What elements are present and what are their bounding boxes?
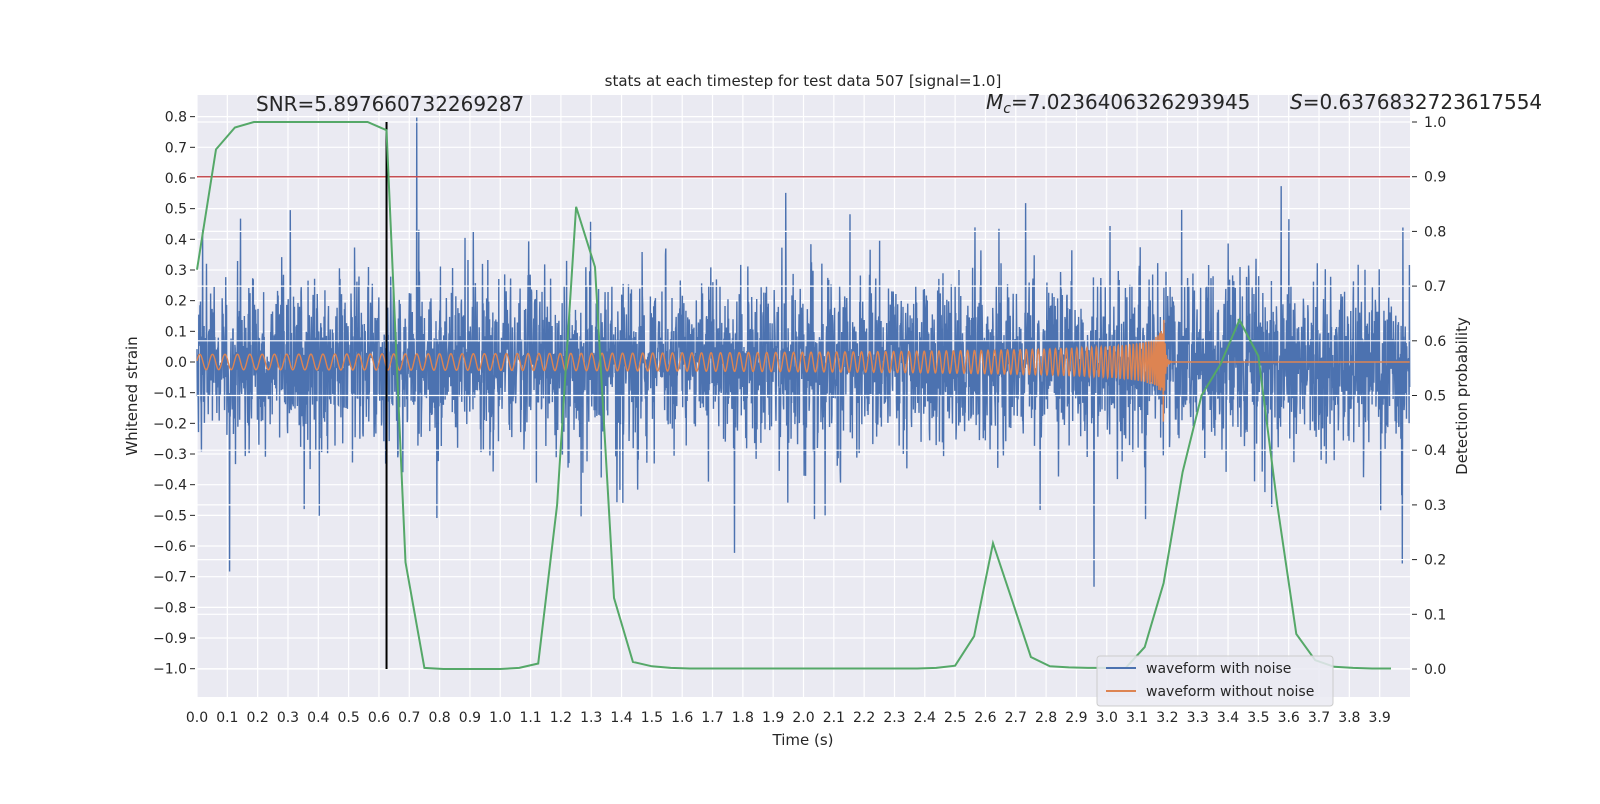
x-tick-label: 3.6 bbox=[1278, 710, 1300, 726]
y-tick-label: 0.5 bbox=[165, 202, 187, 218]
y-tick-label: 0.8 bbox=[165, 110, 187, 126]
x-tick-label: 2.3 bbox=[883, 710, 905, 726]
y-tick-label: −0.7 bbox=[153, 570, 187, 586]
x-tick-label: 2.9 bbox=[1065, 710, 1087, 726]
x-tick-label: 2.0 bbox=[792, 710, 814, 726]
y-tick-label: 0.2 bbox=[165, 294, 187, 310]
x-tick-label: 0.1 bbox=[216, 710, 238, 726]
y-right-tick-label: 0.4 bbox=[1424, 443, 1446, 459]
legend: waveform with noise waveform without noi… bbox=[1096, 655, 1334, 707]
x-tick-label: 1.8 bbox=[732, 710, 754, 726]
x-tick-label: 3.7 bbox=[1308, 710, 1330, 726]
y-axis-right-label: Detection probability bbox=[1453, 317, 1471, 475]
y-tick-label: 0.4 bbox=[165, 232, 187, 248]
x-tick-label: 1.4 bbox=[610, 710, 632, 726]
y-right-tick-label: 0.8 bbox=[1424, 224, 1446, 240]
x-tick-label: 3.8 bbox=[1338, 710, 1360, 726]
x-tick-label: 2.8 bbox=[1035, 710, 1057, 726]
chirp-mass-annotation: Mc=7.0236406326293945 bbox=[986, 90, 1250, 117]
chart-title: stats at each timestep for test data 507… bbox=[605, 72, 1002, 90]
y-tick-label: −0.6 bbox=[153, 539, 187, 555]
x-tick-label: 0.2 bbox=[247, 710, 269, 726]
y-tick-label: 0.7 bbox=[165, 140, 187, 156]
y-tick-label: −0.4 bbox=[153, 478, 187, 494]
y-right-tick-label: 1.0 bbox=[1424, 115, 1446, 131]
y-tick-label: −1.0 bbox=[153, 662, 187, 678]
x-tick-label: 1.3 bbox=[580, 710, 602, 726]
y-right-tick-label: 0.5 bbox=[1424, 389, 1446, 405]
y-axis-label: Whitened strain bbox=[123, 336, 141, 455]
y-tick-label: 0.1 bbox=[165, 324, 187, 340]
x-tick-label: 3.9 bbox=[1369, 710, 1391, 726]
legend-label: waveform with noise bbox=[1146, 661, 1291, 677]
y-tick-label: 0.6 bbox=[165, 171, 187, 187]
y-tick-label: −0.2 bbox=[153, 416, 187, 432]
x-tick-label: 3.2 bbox=[1156, 710, 1178, 726]
y-right-tick-label: 0.9 bbox=[1424, 170, 1446, 186]
y-tick-label: 0.0 bbox=[165, 355, 187, 371]
y-right-tick-label: 0.7 bbox=[1424, 279, 1446, 295]
x-tick-label: 3.3 bbox=[1187, 710, 1209, 726]
y-right-tick-label: 0.6 bbox=[1424, 334, 1446, 350]
x-tick-label: 0.6 bbox=[368, 710, 390, 726]
x-tick-label: 0.7 bbox=[398, 710, 420, 726]
y-axis-right-ticks: 1.0 0.9 0.8 0.7 0.6 0.5 0.4 0.3 0.2 0.1 0.0 bbox=[1412, 115, 1446, 678]
x-tick-label: 1.6 bbox=[671, 710, 693, 726]
x-tick-label: 0.5 bbox=[337, 710, 359, 726]
x-tick-label: 0.3 bbox=[277, 710, 299, 726]
series-waveform-without-noise bbox=[196, 319, 1410, 422]
legend-box bbox=[1096, 655, 1334, 707]
x-tick-label: 3.5 bbox=[1247, 710, 1269, 726]
x-tick-label: 1.9 bbox=[762, 710, 784, 726]
x-tick-label: 2.4 bbox=[914, 710, 936, 726]
x-tick-label: 2.7 bbox=[1005, 710, 1027, 726]
y-right-tick-label: 0.1 bbox=[1424, 607, 1446, 623]
x-tick-label: 0.9 bbox=[459, 710, 481, 726]
x-tick-label: 0.8 bbox=[428, 710, 450, 726]
y-tick-label: −0.9 bbox=[153, 631, 187, 647]
y-right-tick-label: 0.3 bbox=[1424, 498, 1446, 514]
x-tick-label: 1.0 bbox=[489, 710, 511, 726]
series-detection-probability bbox=[196, 121, 1410, 670]
y-right-tick-label: 0.0 bbox=[1424, 662, 1446, 678]
x-tick-label: 2.2 bbox=[853, 710, 875, 726]
detection-probability-line bbox=[196, 121, 1391, 670]
x-tick-label: 2.5 bbox=[944, 710, 966, 726]
x-tick-label: 2.1 bbox=[823, 710, 845, 726]
x-tick-label: 1.7 bbox=[701, 710, 723, 726]
y-tick-label: −0.5 bbox=[153, 508, 187, 524]
y-tick-label: −0.1 bbox=[153, 386, 187, 402]
x-axis-ticks: 0.0 0.1 0.2 0.3 0.4 0.5 0.6 0.7 0.8 0.9 1.0 1.1 1.2 1… bbox=[186, 710, 1391, 726]
x-tick-label: 2.6 bbox=[974, 710, 996, 726]
legend-label: waveform without noise bbox=[1146, 684, 1314, 700]
x-tick-label: 1.2 bbox=[550, 710, 572, 726]
x-tick-label: 1.5 bbox=[641, 710, 663, 726]
y-tick-label: 0.3 bbox=[165, 263, 187, 279]
waveform-without-noise-line bbox=[196, 319, 1410, 422]
y-tick-label: −0.8 bbox=[153, 600, 187, 616]
x-tick-label: 0.0 bbox=[186, 710, 208, 726]
x-tick-label: 3.1 bbox=[1126, 710, 1148, 726]
x-tick-label: 3.4 bbox=[1217, 710, 1239, 726]
y-tick-label: −0.3 bbox=[153, 447, 187, 463]
x-axis-label: Time (s) bbox=[772, 731, 834, 749]
y-axis-ticks: 0.8 0.7 0.6 0.5 0.4 0.3 0.2 0.1 0.0 −0.1 −0.2 −0.3 −… bbox=[153, 110, 195, 678]
x-tick-label: 0.4 bbox=[307, 710, 329, 726]
x-tick-label: 3.0 bbox=[1096, 710, 1118, 726]
score-annotation: S=0.6376832723617554 bbox=[1290, 90, 1542, 114]
snr-annotation: SNR=5.897660732269287 bbox=[256, 92, 524, 116]
x-tick-label: 1.1 bbox=[519, 710, 541, 726]
y-right-tick-label: 0.2 bbox=[1424, 553, 1446, 569]
